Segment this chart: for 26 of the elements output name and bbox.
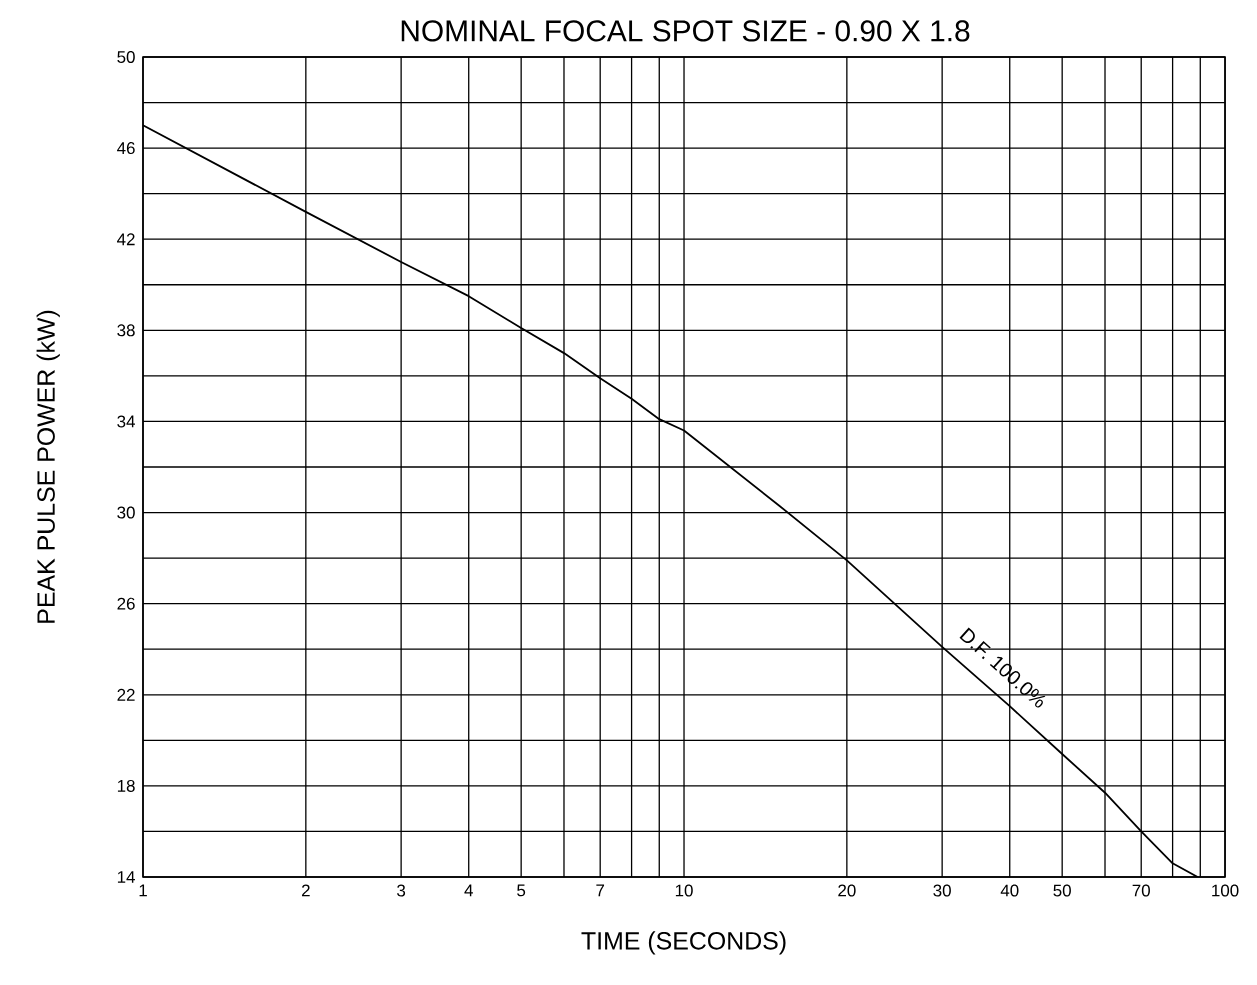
x-tick-label: 10 bbox=[675, 884, 693, 897]
y-tick-label: 46 bbox=[117, 142, 135, 155]
x-tick-label: 30 bbox=[933, 884, 951, 897]
y-tick-label: 42 bbox=[117, 233, 135, 246]
x-tick-label: 100 bbox=[1212, 884, 1239, 897]
y-tick-label: 22 bbox=[117, 688, 135, 701]
x-tick-label: 4 bbox=[464, 884, 473, 897]
x-tick-label: 5 bbox=[517, 884, 526, 897]
y-axis-title: PEAK PULSE POWER (kW) bbox=[36, 310, 60, 623]
y-tick-label: 38 bbox=[117, 324, 135, 337]
y-tick-label: 18 bbox=[117, 779, 135, 792]
y-tick-label: 50 bbox=[117, 50, 135, 63]
y-tick-label: 34 bbox=[117, 415, 135, 428]
x-tick-label: 40 bbox=[1000, 884, 1019, 897]
chart-title: NOMINAL FOCAL SPOT SIZE - 0.90 X 1.8 bbox=[401, 20, 970, 42]
x-tick-label: 50 bbox=[1053, 884, 1071, 897]
x-tick-label: 2 bbox=[301, 884, 310, 897]
x-tick-label: 3 bbox=[397, 884, 406, 897]
x-axis-title: TIME (SECONDS) bbox=[581, 931, 786, 955]
y-tick-label: 30 bbox=[117, 506, 135, 519]
x-tick-label: 7 bbox=[596, 884, 605, 897]
y-tick-label: 14 bbox=[117, 871, 135, 883]
y-tick-label: 26 bbox=[117, 597, 135, 610]
x-tick-label: 1 bbox=[139, 884, 147, 897]
x-tick-label: 20 bbox=[838, 884, 856, 897]
x-tick-label: 70 bbox=[1132, 884, 1150, 897]
